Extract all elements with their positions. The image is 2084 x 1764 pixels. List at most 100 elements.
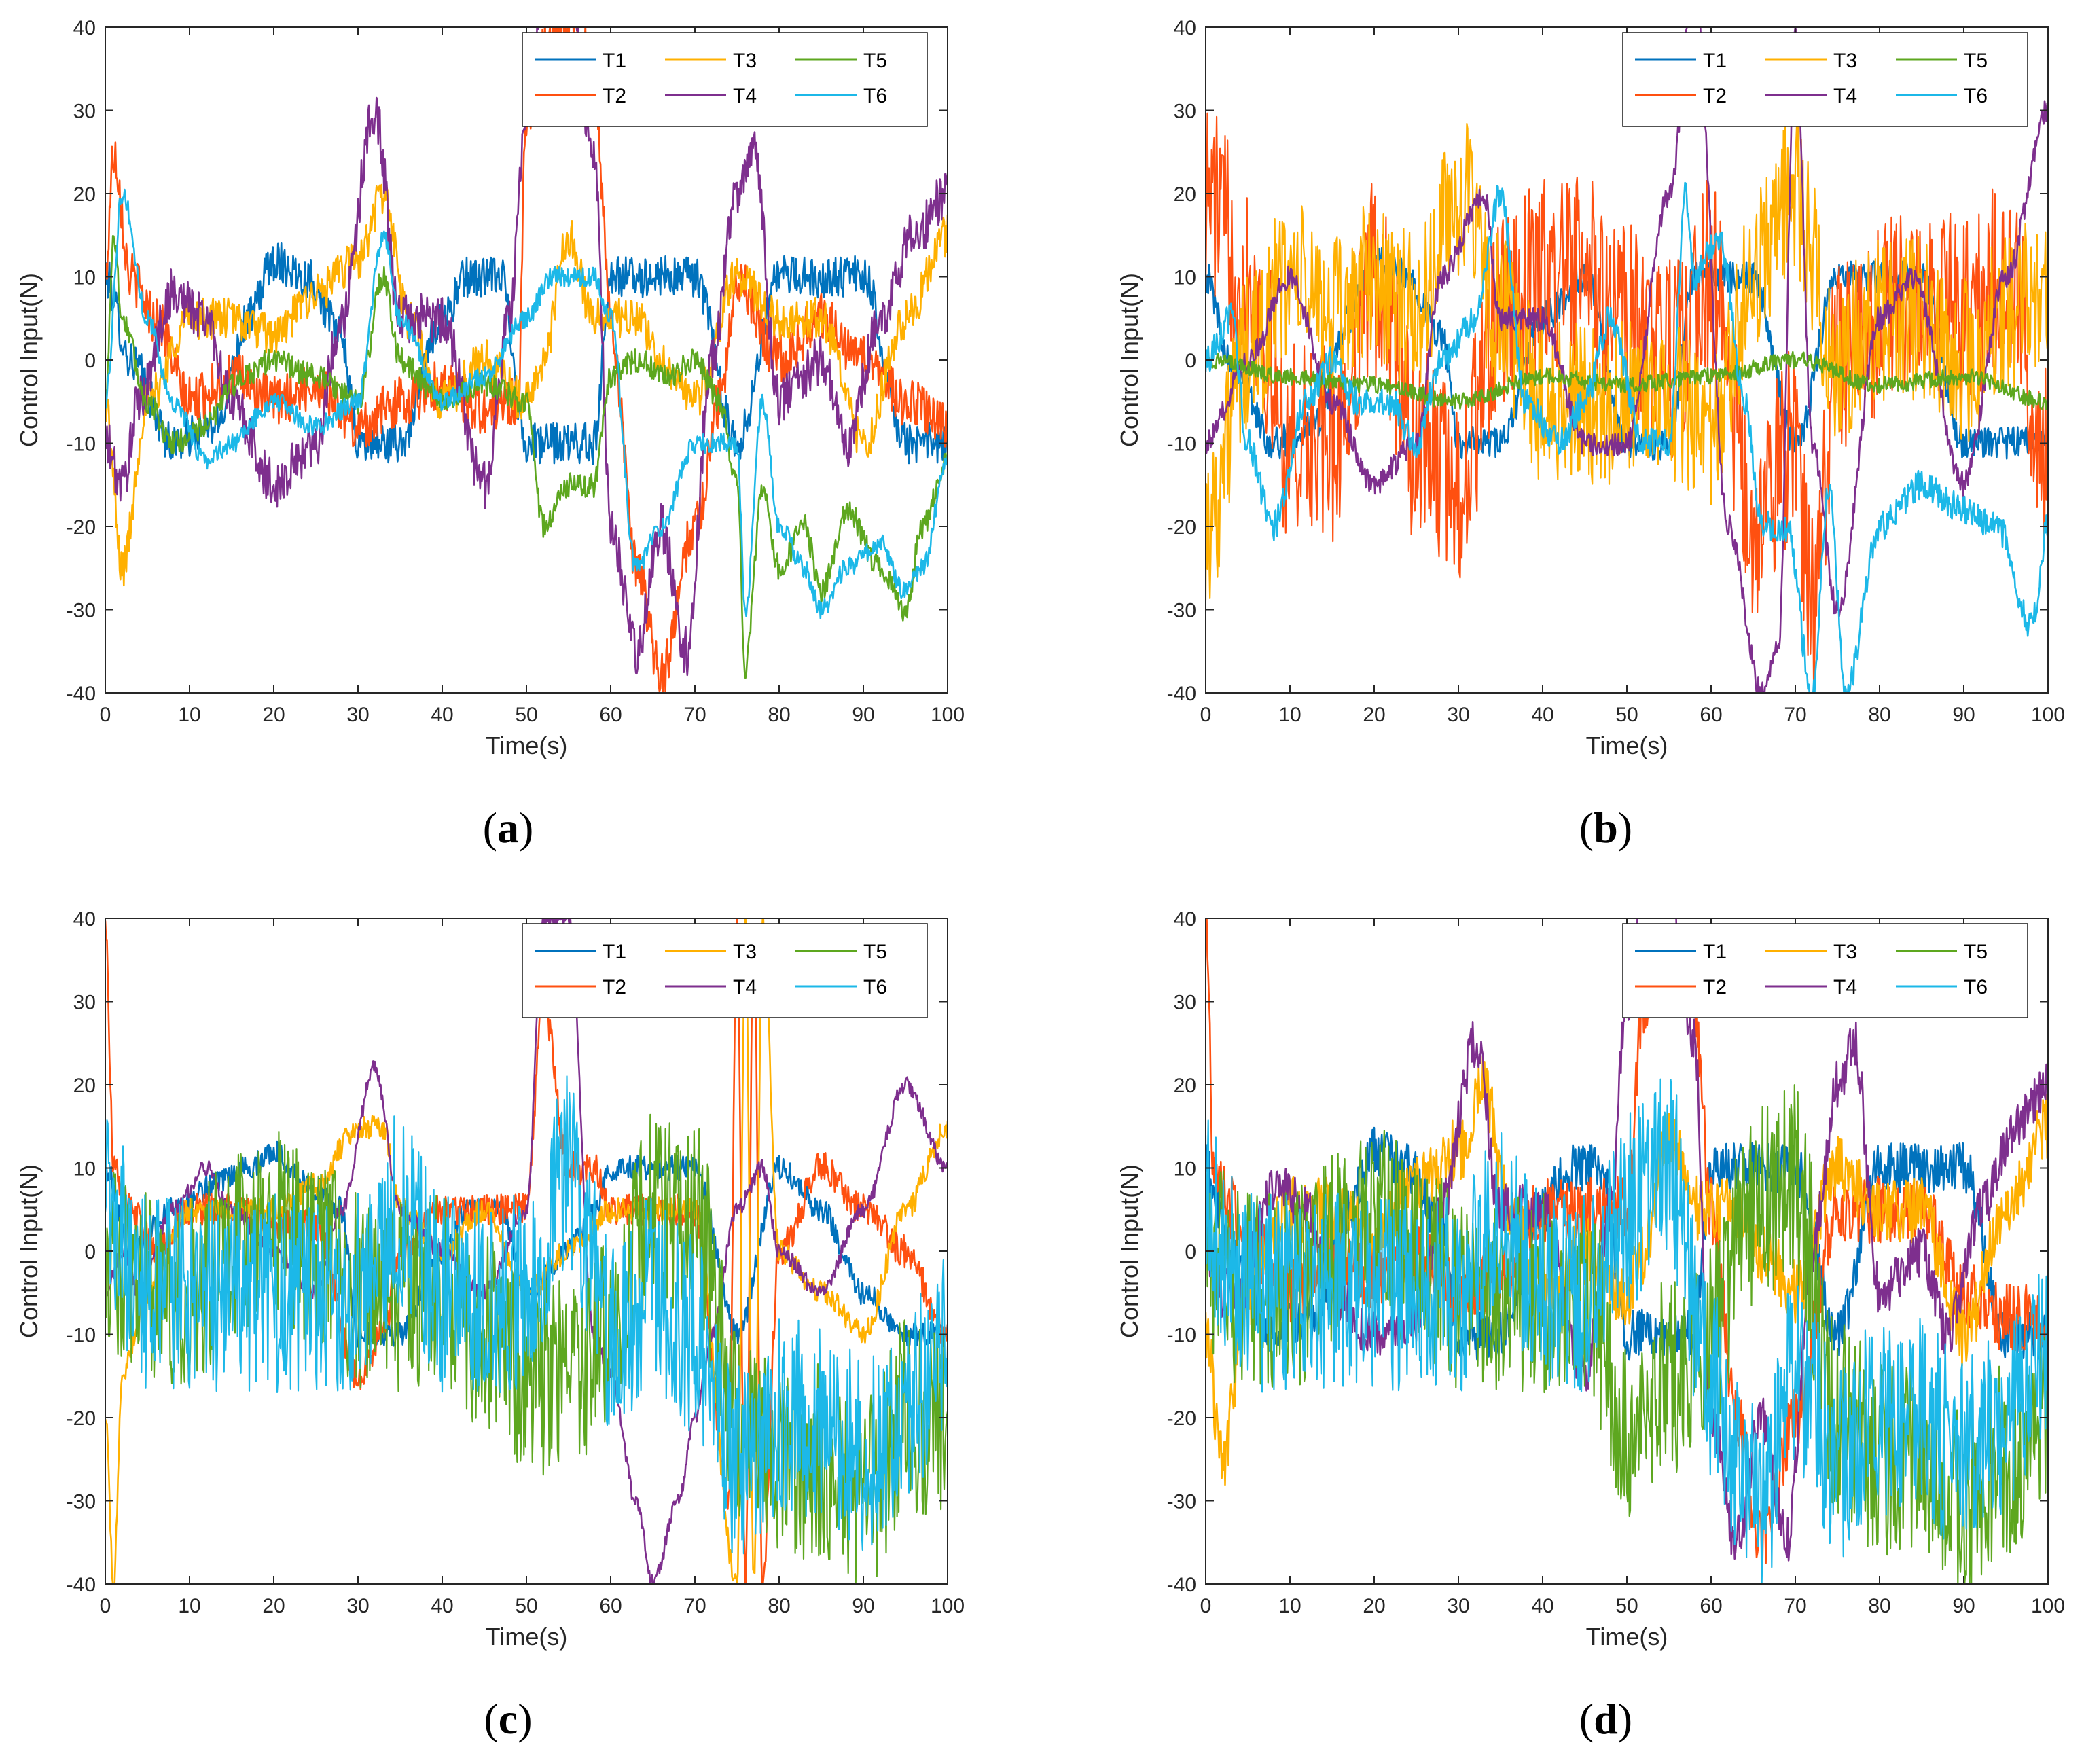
y-tick-label: 40 <box>1174 17 1196 39</box>
legend-label-t2: T2 <box>603 976 626 998</box>
x-tick-label: 70 <box>683 1595 706 1617</box>
x-tick-label: 50 <box>1615 1595 1638 1617</box>
y-tick-label: -10 <box>1167 1325 1196 1347</box>
x-tick-label: 100 <box>2031 1595 2065 1617</box>
series-line-t2 <box>1206 112 2048 693</box>
y-tick-label: -10 <box>67 1325 96 1347</box>
series-line-t3 <box>1206 115 2048 601</box>
legend-label-t3: T3 <box>733 941 757 963</box>
series-line-t3 <box>105 183 948 587</box>
x-axis-title: Time(s) <box>486 1623 568 1651</box>
x-tick-label: 100 <box>931 704 965 726</box>
x-tick-label: 60 <box>1700 704 1722 726</box>
x-axis-title: Time(s) <box>486 732 568 759</box>
y-tick-label: 10 <box>1174 267 1196 289</box>
caption-letter: a <box>497 804 519 852</box>
legend-label-t2: T2 <box>1703 976 1727 998</box>
x-tick-label: 0 <box>1200 704 1212 726</box>
y-tick-label: 10 <box>1174 1158 1196 1181</box>
panel-caption: (d) <box>1579 1695 1632 1743</box>
x-tick-label: 100 <box>931 1595 965 1617</box>
y-tick-label: -40 <box>67 1574 96 1596</box>
y-tick-label: 0 <box>84 1241 96 1263</box>
series-line-t6 <box>105 1075 948 1555</box>
legend-box <box>522 32 928 127</box>
legend-box <box>522 923 928 1018</box>
panel-caption: (c) <box>484 1695 532 1743</box>
x-tick-label: 90 <box>852 704 874 726</box>
caption-open: ( <box>1579 1695 1594 1743</box>
y-tick-label: 0 <box>1185 350 1196 372</box>
series-line-t4 <box>1206 27 2048 693</box>
y-tick-label: 20 <box>1174 183 1196 206</box>
x-tick-label: 10 <box>178 704 200 726</box>
series-line-t5 <box>1206 1084 2048 1584</box>
x-tick-label: 0 <box>100 704 111 726</box>
series-line-t6 <box>1206 1078 2048 1584</box>
y-tick-label: 30 <box>1174 101 1196 123</box>
legend-label-t4: T4 <box>733 976 757 998</box>
y-tick-label: -40 <box>1167 683 1196 705</box>
x-tick-label: 30 <box>1447 704 1469 726</box>
legend-label-t3: T3 <box>1833 50 1857 72</box>
x-tick-label: 90 <box>1952 704 1975 726</box>
x-tick-label: 60 <box>1700 1595 1722 1617</box>
x-tick-label: 50 <box>1615 704 1638 726</box>
y-tick-label: 0 <box>1185 1241 1196 1263</box>
x-tick-label: 60 <box>599 704 622 726</box>
caption-letter: c <box>499 1695 518 1743</box>
legend-label-t1: T1 <box>1703 941 1727 963</box>
legend-box <box>1622 32 2028 127</box>
y-tick-label: -10 <box>1167 433 1196 456</box>
x-tick-label: 80 <box>1868 704 1890 726</box>
x-tick-label: 20 <box>1363 1595 1385 1617</box>
series-line-t4 <box>105 918 948 1584</box>
y-tick-label: -20 <box>1167 1407 1196 1430</box>
y-tick-label: 20 <box>1174 1075 1196 1097</box>
y-tick-label: 40 <box>73 17 96 39</box>
y-tick-label: -30 <box>67 1491 96 1513</box>
series-line-t6 <box>105 188 948 619</box>
legend-label-t6: T6 <box>1964 85 1988 107</box>
panel-caption: (b) <box>1579 804 1632 852</box>
y-tick-label: -20 <box>67 516 96 539</box>
y-tick-label: 30 <box>73 101 96 123</box>
x-tick-label: 70 <box>683 704 706 726</box>
x-tick-label: 40 <box>431 704 453 726</box>
x-tick-label: 80 <box>1868 1595 1890 1617</box>
x-tick-label: 70 <box>1784 1595 1806 1617</box>
x-tick-label: 40 <box>1531 704 1553 726</box>
caption-open: ( <box>1579 804 1594 852</box>
legend-label-t2: T2 <box>603 85 626 107</box>
x-tick-label: 50 <box>515 1595 537 1617</box>
y-tick-label: -30 <box>1167 600 1196 622</box>
chart-panel-b: 0 10 20 30 40 50 60 70 80 90 100 -40 -30 -20 -10 0 10 20 3… <box>1115 17 2065 852</box>
legend-label-t5: T5 <box>1964 941 1988 963</box>
x-tick-label: 0 <box>100 1595 111 1617</box>
legend-label-t3: T3 <box>1833 941 1857 963</box>
y-tick-label: 0 <box>84 350 96 372</box>
x-tick-label: 90 <box>1952 1595 1975 1617</box>
legend-label-t6: T6 <box>863 85 887 107</box>
legend-label-t1: T1 <box>603 941 626 963</box>
caption-close: ) <box>518 1695 532 1743</box>
y-tick-label: 40 <box>1174 908 1196 931</box>
x-tick-label: 20 <box>1363 704 1385 726</box>
y-axis-title: Control Input(N) <box>1115 273 1143 447</box>
y-tick-label: -30 <box>67 600 96 622</box>
legend-label-t1: T1 <box>603 50 626 72</box>
x-tick-label: 30 <box>346 704 369 726</box>
caption-close: ) <box>1618 1695 1632 1743</box>
x-tick-label: 30 <box>346 1595 369 1617</box>
x-tick-label: 70 <box>1784 704 1806 726</box>
legend-label-t4: T4 <box>733 85 757 107</box>
y-tick-label: 30 <box>1174 992 1196 1014</box>
legend: T1 T2 T3 T4 T5 T6 <box>522 32 928 127</box>
y-tick-label: -40 <box>67 683 96 705</box>
chart-panel-c: 0 10 20 30 40 50 60 70 80 90 100 -40 -30 -20 -10 0 10 20 3… <box>15 908 965 1743</box>
y-tick-label: 40 <box>73 908 96 931</box>
y-tick-label: 20 <box>73 1075 96 1097</box>
x-tick-label: 60 <box>599 1595 622 1617</box>
legend-box <box>1622 923 2028 1018</box>
